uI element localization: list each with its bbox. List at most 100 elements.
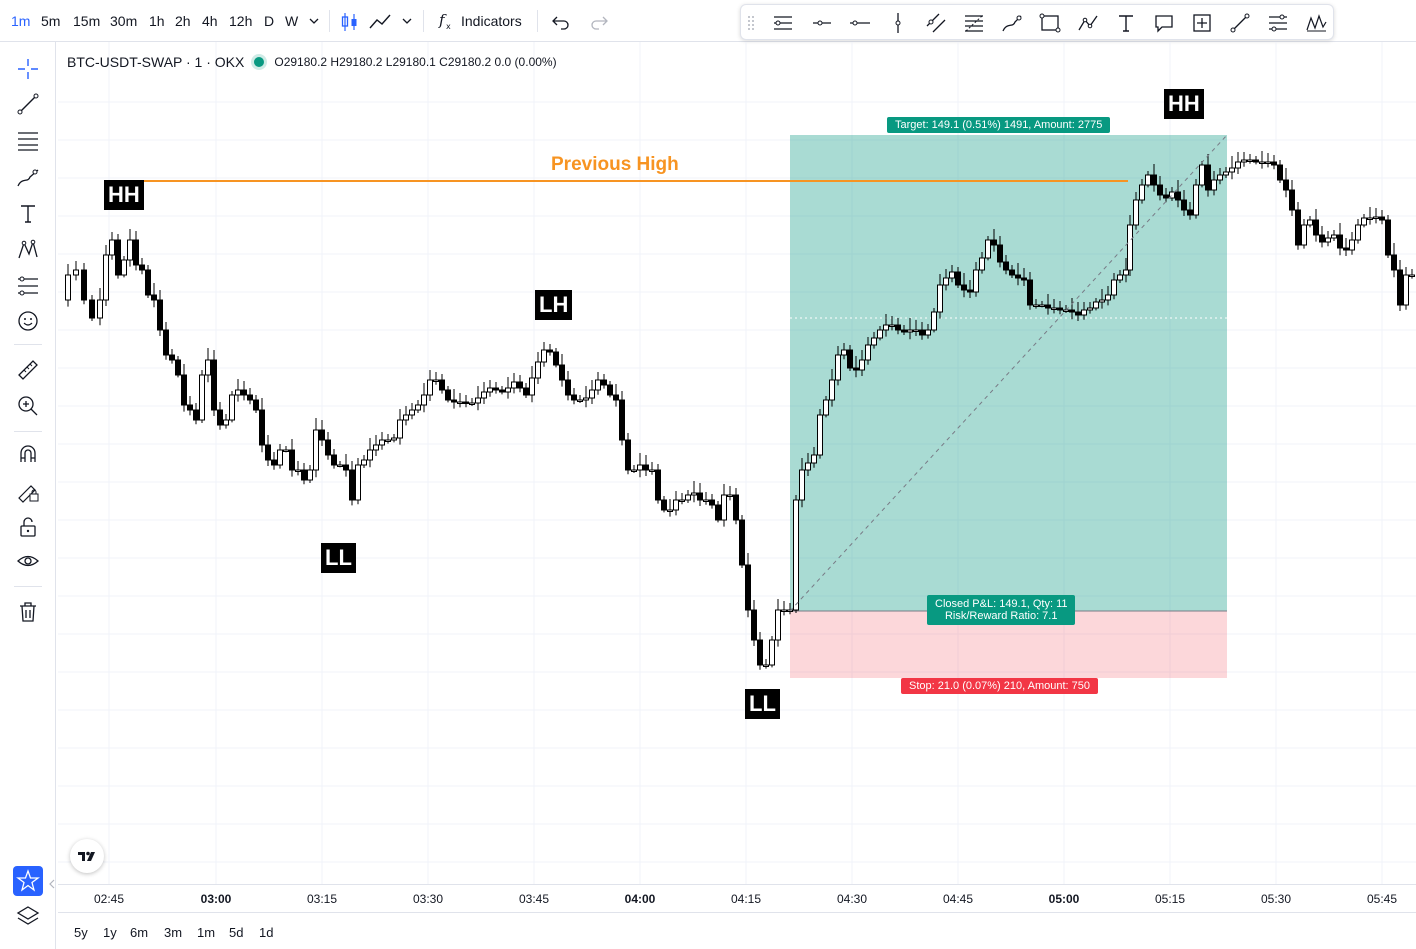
candle bbox=[805, 462, 811, 471]
horizontal-line-icon[interactable] bbox=[849, 12, 871, 34]
range-6m[interactable]: 6m bbox=[130, 925, 149, 940]
range-1d[interactable]: 1d bbox=[259, 925, 274, 940]
callout-icon[interactable] bbox=[1153, 12, 1175, 34]
candle bbox=[505, 387, 511, 393]
favorites-button[interactable] bbox=[13, 866, 43, 896]
hh-label[interactable]: HH bbox=[1164, 89, 1204, 119]
candle bbox=[523, 387, 529, 396]
timeframe-4h[interactable]: 4h bbox=[202, 13, 218, 29]
candle bbox=[457, 401, 463, 404]
timeframe-1h[interactable]: 1h bbox=[149, 13, 165, 29]
time-axis[interactable]: 02:45 03:00 03:15 03:30 03:45 04:00 04:15 04:30… bbox=[58, 884, 1416, 912]
ruler-icon[interactable] bbox=[16, 358, 40, 382]
lock-drawing-icon[interactable] bbox=[16, 479, 40, 503]
candle bbox=[1027, 279, 1033, 306]
candle bbox=[89, 299, 95, 319]
emoji-icon[interactable] bbox=[16, 309, 40, 333]
range-5y[interactable]: 5y bbox=[74, 925, 88, 940]
svg-text:x: x bbox=[446, 22, 451, 31]
price-range-icon[interactable] bbox=[1191, 12, 1213, 34]
timeframe-w[interactable]: W bbox=[285, 13, 299, 29]
magnet-icon[interactable] bbox=[16, 442, 40, 466]
candle bbox=[565, 379, 571, 396]
zoom-in-icon[interactable] bbox=[16, 394, 40, 418]
fib-retracement-icon[interactable] bbox=[963, 12, 985, 34]
candle bbox=[1253, 159, 1259, 163]
trash-icon[interactable] bbox=[16, 600, 40, 624]
pattern-icon[interactable] bbox=[1305, 12, 1327, 34]
parallel-channel-icon[interactable] bbox=[925, 12, 947, 34]
candle bbox=[511, 381, 517, 389]
brush-icon[interactable] bbox=[16, 166, 40, 190]
text-icon[interactable] bbox=[16, 202, 40, 226]
fib-channel-icon[interactable] bbox=[1267, 12, 1289, 34]
symbol-title[interactable]: BTC-USDT-SWAP · 1 · OKX bbox=[67, 54, 245, 70]
stop-label[interactable]: Stop: 21.0 (0.07%) 210, Amount: 750 bbox=[901, 678, 1099, 694]
timeframe-5m[interactable]: 5m bbox=[41, 13, 61, 29]
text-icon[interactable] bbox=[1115, 12, 1137, 34]
ll-label[interactable]: LL bbox=[321, 543, 356, 573]
range-3m[interactable]: 3m bbox=[164, 925, 183, 940]
candle bbox=[1205, 164, 1211, 191]
trend-line-icon[interactable] bbox=[16, 92, 40, 116]
indicators-label: Indicators bbox=[461, 13, 522, 29]
candles-icon[interactable] bbox=[340, 11, 360, 33]
candle bbox=[1379, 216, 1385, 221]
candle bbox=[1003, 261, 1009, 271]
undo-icon[interactable] bbox=[551, 13, 571, 31]
range-1m[interactable]: 1m bbox=[197, 925, 216, 940]
pitchfork-icon[interactable] bbox=[772, 12, 794, 34]
candle bbox=[277, 449, 283, 466]
vertical-line-icon[interactable] bbox=[887, 12, 909, 34]
closed-pnl-label[interactable]: Closed P&L: 149.1, Qty: 11 Risk/Reward R… bbox=[927, 595, 1076, 625]
range-1y[interactable]: 1y bbox=[103, 925, 117, 940]
pattern-icon[interactable] bbox=[16, 238, 40, 262]
candle bbox=[475, 397, 481, 404]
timeframe-d[interactable]: D bbox=[264, 13, 275, 29]
horizontal-ray-icon[interactable] bbox=[811, 12, 833, 34]
hh-label[interactable]: HH bbox=[104, 180, 144, 210]
range-5d[interactable]: 5d bbox=[229, 925, 244, 940]
fib-retracement-icon[interactable] bbox=[16, 129, 40, 153]
previous-high-label[interactable]: Previous High bbox=[551, 154, 679, 175]
lh-label[interactable]: LH bbox=[535, 290, 573, 320]
candle bbox=[625, 439, 631, 471]
chart-area[interactable] bbox=[58, 42, 1416, 884]
rectangle-icon[interactable] bbox=[1039, 12, 1061, 34]
target-label[interactable]: Target: 149.1 (0.51%) 1491, Amount: 2775 bbox=[887, 117, 1111, 133]
candle bbox=[163, 329, 169, 356]
eye-icon[interactable] bbox=[16, 549, 40, 573]
collapse-arrow-icon[interactable] bbox=[48, 878, 56, 890]
candle bbox=[589, 389, 595, 399]
tradingview-logo[interactable] bbox=[70, 839, 104, 873]
trend-line-icon[interactable] bbox=[1229, 12, 1251, 34]
layers-icon[interactable] bbox=[16, 904, 40, 928]
ll-label[interactable]: LL bbox=[745, 689, 780, 719]
candle bbox=[799, 469, 805, 501]
chevron-down-icon[interactable] bbox=[309, 17, 319, 25]
chart-canvas[interactable] bbox=[58, 42, 1416, 884]
brush-icon[interactable] bbox=[1001, 12, 1023, 34]
candle bbox=[901, 329, 907, 333]
candle bbox=[691, 492, 697, 496]
candle bbox=[73, 269, 79, 276]
chevron-down-icon[interactable] bbox=[402, 17, 412, 25]
crosshair-icon[interactable] bbox=[16, 57, 40, 81]
line-chart-icon[interactable] bbox=[368, 12, 392, 32]
path-icon[interactable] bbox=[1077, 12, 1099, 34]
forecast-icon[interactable] bbox=[16, 274, 40, 298]
timeframe-12h[interactable]: 12h bbox=[229, 13, 253, 29]
redo-icon[interactable] bbox=[589, 13, 609, 31]
candle bbox=[823, 399, 829, 416]
timeframe-30m[interactable]: 30m bbox=[110, 13, 138, 29]
timeframe-15m[interactable]: 15m bbox=[73, 13, 101, 29]
candle bbox=[199, 374, 205, 421]
drag-handle-icon[interactable] bbox=[747, 15, 755, 31]
candle bbox=[661, 499, 667, 511]
timeframe-2h[interactable]: 2h bbox=[175, 13, 191, 29]
candle bbox=[1211, 179, 1217, 191]
candle bbox=[991, 239, 997, 246]
unlock-icon[interactable] bbox=[16, 515, 40, 539]
timeframe-1m[interactable]: 1m bbox=[11, 13, 31, 29]
